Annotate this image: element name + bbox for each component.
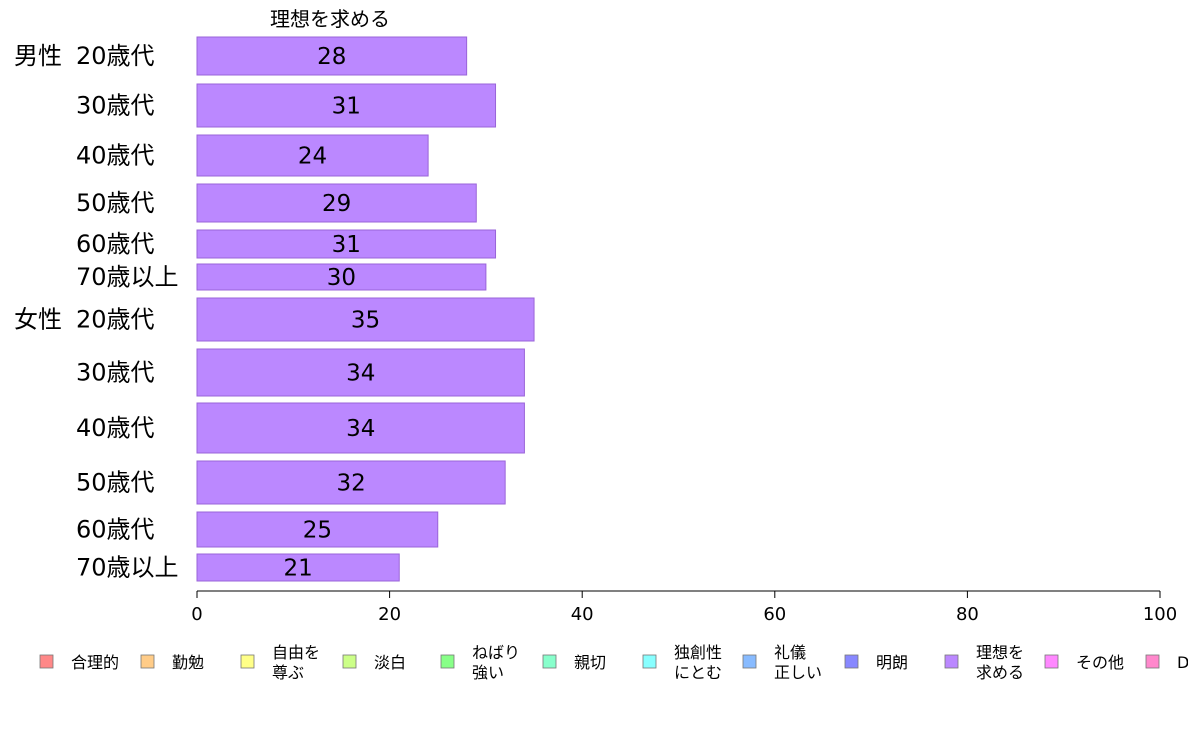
category-label: 70歳以上 xyxy=(76,263,179,291)
bar xyxy=(196,229,497,259)
bar xyxy=(196,36,468,76)
x-tick-label: 0 xyxy=(191,604,202,625)
bar-value-label: 21 xyxy=(283,556,312,582)
legend-swatch xyxy=(642,654,657,669)
x-tick-label: 40 xyxy=(571,604,594,625)
bar-value-label: 32 xyxy=(336,471,365,497)
category-label: 20歳代 xyxy=(76,42,155,70)
legend: 合理的 勤勉 自由を尊ぶ 淡白 ねばり強い 親切 独創性にとむ 礼儀正しい 明朗 理想を求める その… xyxy=(39,643,1188,682)
bar-value-label: 34 xyxy=(346,361,375,387)
legend-swatch xyxy=(140,654,155,669)
bar-value-label: 28 xyxy=(317,44,346,70)
category-label: 50歳代 xyxy=(76,469,155,497)
bar-value-label: 30 xyxy=(327,265,356,291)
bar xyxy=(196,263,487,291)
bar xyxy=(196,460,506,505)
group-label: 女性 xyxy=(14,306,62,334)
legend-label: 合理的 xyxy=(71,653,119,672)
category-label: 50歳代 xyxy=(76,189,155,217)
legend-label: 淡白 xyxy=(374,653,406,672)
legend-swatch xyxy=(1044,654,1059,669)
bar-value-label: 34 xyxy=(346,416,375,442)
legend-swatch xyxy=(742,654,757,669)
category-label: 60歳代 xyxy=(76,516,155,544)
category-label: 30歳代 xyxy=(76,359,155,387)
bar xyxy=(196,83,497,128)
legend-label: D xyxy=(1177,653,1188,672)
category-label: 40歳代 xyxy=(76,142,155,170)
category-label: 60歳代 xyxy=(76,230,155,258)
category-labels: 20歳代男性30歳代40歳代50歳代60歳代70歳以上20歳代女性30歳代40歳… xyxy=(14,42,179,582)
bar-value-label: 31 xyxy=(332,232,361,258)
legend-label: 独創性にとむ xyxy=(674,643,722,682)
bar-value-label: 25 xyxy=(303,518,332,544)
legend-label: 自由を尊ぶ xyxy=(272,643,320,682)
category-label: 30歳代 xyxy=(76,92,155,120)
bar xyxy=(196,348,525,397)
group-label: 男性 xyxy=(14,42,62,70)
x-tick-label: 100 xyxy=(1143,604,1177,625)
bar xyxy=(196,134,429,177)
bar xyxy=(196,297,535,342)
legend-label: 親切 xyxy=(574,653,606,672)
category-label: 20歳代 xyxy=(76,306,155,334)
legend-swatch xyxy=(844,654,859,669)
legend-label: ねばり強い xyxy=(472,643,520,682)
bar-value-label: 29 xyxy=(322,191,351,217)
legend-label: 理想を求める xyxy=(976,643,1024,682)
bar-value-label: 24 xyxy=(298,144,327,170)
legend-label: 明朗 xyxy=(876,653,908,672)
legend-label: 勤勉 xyxy=(172,653,204,672)
category-label: 70歳以上 xyxy=(76,554,179,582)
x-tick-label: 80 xyxy=(956,604,979,625)
bar-value-label: 35 xyxy=(351,308,380,334)
legend-swatch xyxy=(240,654,255,669)
category-label: 40歳代 xyxy=(76,414,155,442)
bar xyxy=(196,511,439,548)
legend-swatch xyxy=(342,654,357,669)
bar-value-label: 31 xyxy=(332,94,361,120)
bar xyxy=(196,553,400,582)
legend-label: その他 xyxy=(1076,653,1124,672)
legend-swatch xyxy=(440,654,455,669)
chart-title: 理想を求める xyxy=(270,7,390,31)
x-axis: 0 20 40 60 80 100 xyxy=(191,590,1177,625)
legend-swatch xyxy=(542,654,557,669)
legend-label: 礼儀正しい xyxy=(774,643,822,682)
legend-swatch xyxy=(944,654,959,669)
bar xyxy=(196,183,477,223)
legend-swatch xyxy=(39,654,54,669)
x-tick-label: 60 xyxy=(763,604,786,625)
x-tick-label: 20 xyxy=(378,604,401,625)
legend-swatch xyxy=(1145,654,1160,669)
bar xyxy=(196,402,525,454)
